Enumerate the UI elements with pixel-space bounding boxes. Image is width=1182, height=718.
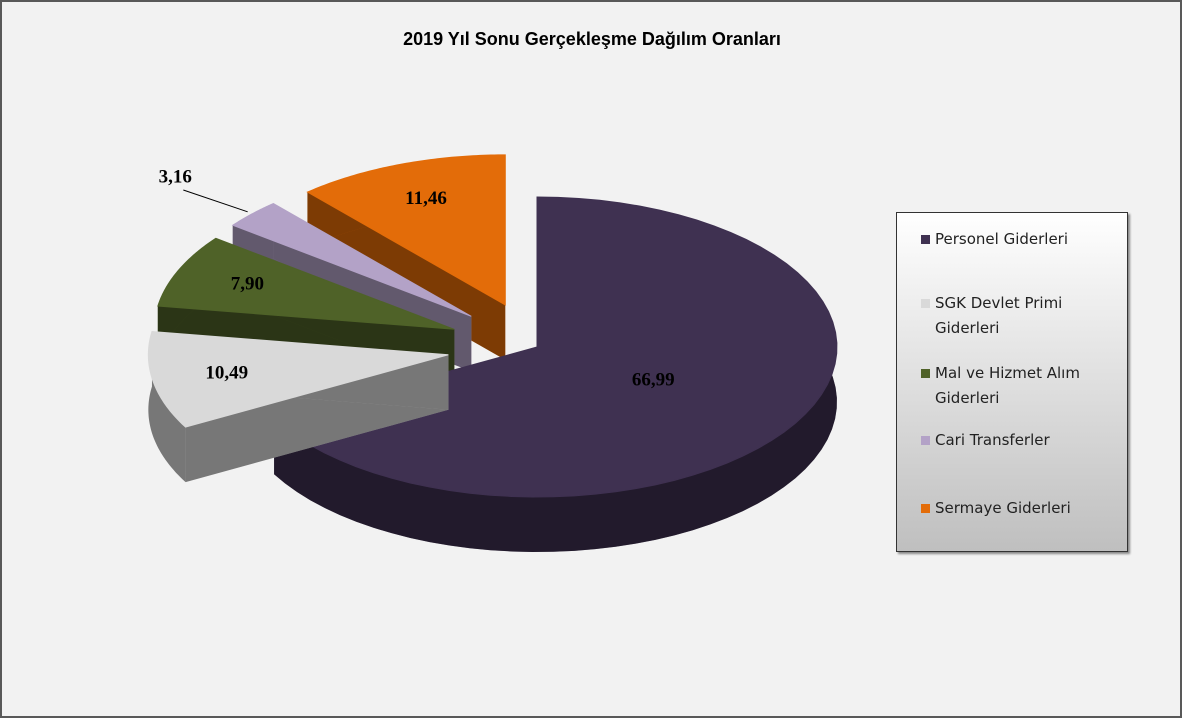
data-label: 11,46: [405, 188, 447, 209]
legend-swatch: [921, 504, 930, 513]
legend-item: Personel Giderleri: [921, 227, 1116, 252]
legend-swatch: [921, 436, 930, 445]
slice: [147, 330, 449, 483]
data-label: 7,90: [231, 273, 264, 294]
data-label: 10,49: [205, 363, 248, 384]
slice-top: [157, 237, 455, 330]
leader-line: [183, 189, 248, 213]
legend-label: Mal ve Hizmet Alım Giderleri: [935, 364, 1080, 407]
legend: Personel Giderleri SGK Devlet Primi Gider…: [896, 212, 1128, 552]
data-label: 3,16: [159, 166, 192, 187]
legend-swatch: [921, 369, 930, 378]
legend-swatch: [921, 235, 930, 244]
legend-label: Cari Transferler: [935, 431, 1050, 449]
slice-top: [231, 202, 472, 317]
legend-label: Personel Giderleri: [935, 230, 1069, 248]
legend-item: Sermaye Giderleri: [921, 496, 1116, 521]
data-label: 66,99: [632, 370, 675, 391]
legend-label: SGK Devlet Primi Giderleri: [935, 294, 1063, 337]
slice-top: [147, 330, 449, 428]
slice-top: [306, 154, 506, 306]
slice-top: [273, 196, 838, 498]
legend-label: Sermaye Giderleri: [935, 499, 1071, 517]
legend-item: Cari Transferler: [921, 428, 1116, 453]
chart-title: 2019 Yıl Sonu Gerçekleşme Dağılım Oranla…: [403, 29, 781, 49]
legend-swatch: [921, 299, 930, 308]
legend-item: SGK Devlet Primi Giderleri: [921, 291, 1116, 341]
legend-item: Mal ve Hizmet Alım Giderleri: [921, 361, 1116, 411]
